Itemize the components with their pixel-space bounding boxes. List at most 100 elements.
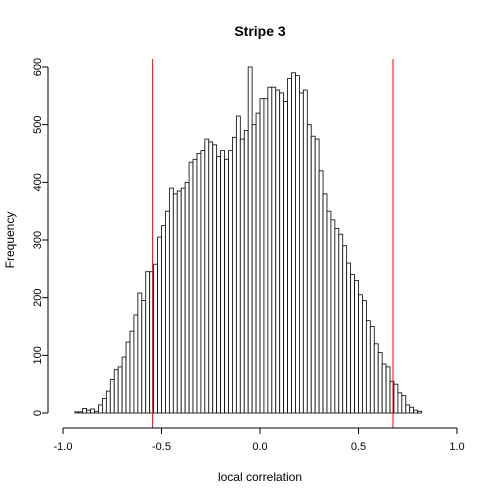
histogram-bar xyxy=(287,78,292,414)
histogram-bar xyxy=(338,233,344,414)
histogram-bar xyxy=(342,245,348,414)
y-tick-label: 600 xyxy=(32,58,44,76)
histogram-bar xyxy=(153,263,158,414)
histogram-bar xyxy=(373,343,379,414)
histogram-bar xyxy=(129,330,135,414)
histogram-bar xyxy=(232,136,237,414)
histogram-bar xyxy=(145,271,151,414)
histogram-bar xyxy=(326,210,332,414)
histogram-bar xyxy=(172,193,178,414)
histogram-bar xyxy=(251,124,257,414)
histogram-bar xyxy=(192,158,198,414)
histogram-bar xyxy=(102,398,107,414)
histogram-bars xyxy=(74,66,422,414)
histogram-bar xyxy=(279,92,285,414)
histogram-bar xyxy=(196,153,202,414)
histogram-bar xyxy=(401,395,407,414)
histogram-bar xyxy=(105,390,111,414)
histogram-bar xyxy=(330,219,336,414)
histogram-bar xyxy=(137,292,143,414)
histogram-bar xyxy=(74,411,80,414)
histogram-bar xyxy=(133,314,139,414)
histogram-bar xyxy=(298,92,304,414)
histogram-bar xyxy=(212,144,218,414)
histogram-bar xyxy=(176,190,182,414)
histogram-bar xyxy=(109,379,115,414)
histogram-bar xyxy=(228,150,233,414)
histogram-bar xyxy=(235,115,241,414)
histogram-bar xyxy=(113,369,119,414)
histogram-bar xyxy=(184,181,190,414)
y-tick-label: 500 xyxy=(32,115,44,133)
histogram-bar xyxy=(306,124,312,414)
histogram-bar xyxy=(302,89,308,414)
histogram-bar xyxy=(90,408,95,414)
x-axis: -1.0 -0.5 0.0 0.5 1.0 xyxy=(54,427,465,453)
histogram-bar xyxy=(365,320,371,414)
histogram-bar xyxy=(409,406,415,414)
histogram-bar xyxy=(180,187,186,414)
histogram-bar xyxy=(346,262,352,414)
histogram-bar xyxy=(405,404,411,414)
histogram-bar xyxy=(224,158,229,414)
histogram-bar xyxy=(267,86,273,414)
histogram-bar xyxy=(271,86,277,414)
histogram-bar xyxy=(417,410,422,414)
histogram-bar xyxy=(393,383,399,414)
histogram-bar xyxy=(322,193,328,414)
x-tick-label: -1.0 xyxy=(54,441,73,453)
y-tick-label: 100 xyxy=(32,346,44,364)
y-tick-label: 200 xyxy=(32,288,44,306)
y-axis-label: Frequency xyxy=(3,212,17,269)
y-axis: 0 100 200 300 400 500 600 xyxy=(32,58,49,416)
histogram-bar xyxy=(165,210,170,414)
histogram-bar xyxy=(362,300,367,414)
histogram-bar xyxy=(188,161,194,414)
histogram-bar xyxy=(121,356,127,414)
histogram-bar xyxy=(216,155,222,414)
x-tick-label: 1.0 xyxy=(449,441,464,453)
histogram-bar xyxy=(377,352,383,414)
histogram-bar xyxy=(220,150,225,414)
histogram-bar xyxy=(141,300,147,414)
chart-title: Stripe 3 xyxy=(234,23,286,39)
histogram-bar xyxy=(259,98,265,414)
histogram-bar xyxy=(295,75,300,414)
histogram-bar xyxy=(314,138,320,414)
y-tick-label: 0 xyxy=(32,410,44,416)
histogram-bar xyxy=(318,170,324,414)
histogram-bar xyxy=(413,409,419,414)
histogram-bar xyxy=(369,326,375,414)
histogram-bar xyxy=(358,294,363,414)
histogram-bar xyxy=(255,112,261,414)
histogram-bar xyxy=(208,141,214,414)
histogram-bar xyxy=(275,89,281,414)
histogram-bar xyxy=(350,274,355,414)
histogram-bar xyxy=(397,392,403,414)
x-axis-label: local correlation xyxy=(218,470,302,484)
histogram-bar xyxy=(94,410,99,414)
histogram-bar xyxy=(204,138,210,414)
histogram-bar xyxy=(200,150,206,414)
histogram-bar xyxy=(263,98,269,414)
histogram-bar xyxy=(243,130,249,414)
histogram-bar xyxy=(239,138,245,414)
histogram-bar xyxy=(117,366,123,414)
histogram-bar xyxy=(157,236,162,414)
histogram-bar xyxy=(310,135,316,414)
histogram-bar xyxy=(125,341,131,414)
histogram-bar xyxy=(381,363,387,414)
reference-lines xyxy=(152,59,394,428)
histogram-bar xyxy=(161,225,166,414)
histogram-bar xyxy=(354,279,359,414)
histogram-bar xyxy=(168,187,174,414)
x-tick-label: 0.5 xyxy=(351,441,366,453)
histogram-bar xyxy=(82,407,88,414)
histogram-bar xyxy=(291,72,296,414)
y-tick-label: 400 xyxy=(32,173,44,191)
histogram-bar xyxy=(334,228,340,414)
histogram-bar xyxy=(98,404,103,414)
x-tick-label: 0.0 xyxy=(252,441,267,453)
histogram-bar xyxy=(78,411,84,414)
